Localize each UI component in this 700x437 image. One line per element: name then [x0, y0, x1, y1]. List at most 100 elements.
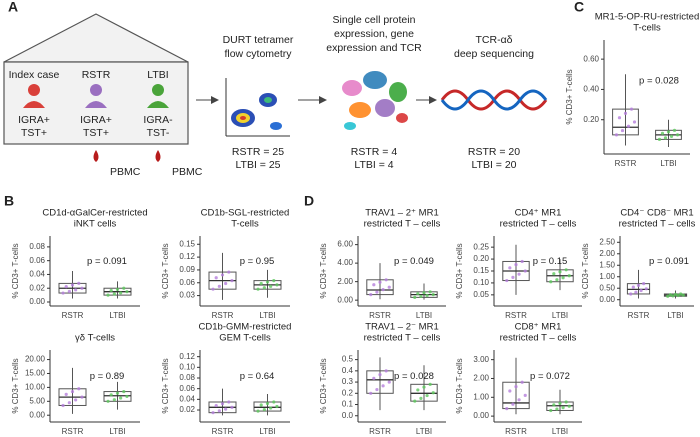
jitter-point [626, 124, 631, 128]
y-tick-label: 0.09 [179, 265, 195, 274]
y-tick-label: 0.00 [337, 295, 353, 304]
y-axis-label: % CD3+ T-cells [455, 358, 464, 413]
jitter-point [211, 411, 215, 415]
jitter-point [275, 404, 279, 409]
y-tick-label: 0.06 [29, 256, 45, 265]
jitter-point [681, 293, 685, 297]
chart-title: iNKT cells [74, 219, 117, 230]
y-axis-label: % CD3+ T-cells [11, 243, 20, 298]
y-tick-label: 0.40 [583, 85, 599, 94]
jitter-point [115, 391, 120, 395]
jitter-point [106, 399, 110, 403]
jitter-point [523, 393, 527, 398]
jitter-point [416, 388, 420, 392]
x-tick-label: LTBI [552, 311, 568, 320]
chart-title: restricted T – cells [364, 333, 441, 344]
y-tick-label: 0.06 [179, 278, 195, 287]
jitter-point [256, 287, 260, 291]
jitter-point [61, 403, 65, 408]
y-tick-label: 0.10 [179, 362, 195, 371]
flow-plot-image [225, 78, 290, 137]
chart-title: T-cells [633, 23, 661, 34]
p-value: p = 0.028 [639, 76, 679, 87]
jitter-point [112, 398, 116, 402]
x-tick-label: LTBI [416, 427, 432, 436]
jitter-point [122, 389, 126, 394]
jitter-point [505, 278, 509, 283]
jitter-point [217, 409, 221, 413]
step-count: RSTR = 20 [468, 146, 520, 158]
y-tick-label: 6.00 [337, 240, 353, 249]
jitter-point [224, 407, 228, 411]
jitter-point [256, 409, 260, 413]
jitter-point [214, 403, 218, 408]
y-tick-label: 1.00 [599, 272, 615, 281]
jitter-point [416, 292, 420, 296]
jitter-point [629, 107, 634, 111]
jitter-point [372, 283, 376, 287]
jitter-point [508, 389, 512, 393]
group-name: Index case [9, 69, 60, 81]
p-value: p = 0.89 [90, 371, 125, 382]
chart-title: TRAV1 – 2⁻ MR1 [365, 322, 438, 333]
jitter-point [115, 287, 120, 291]
jitter-point [419, 294, 423, 299]
jitter-point [387, 285, 391, 289]
jitter-point [74, 288, 78, 292]
y-tick-label: 15.00 [25, 369, 46, 378]
y-tick-label: 3.00 [473, 355, 489, 364]
y-axis-label: % CD3+ T-cells [319, 358, 328, 413]
jitter-point [217, 284, 221, 288]
jitter-point [378, 280, 382, 284]
jitter-point [269, 406, 273, 410]
jitter-point [384, 369, 388, 373]
y-tick-label: 2.00 [599, 249, 615, 258]
jitter-point [64, 392, 68, 396]
sample-label: PBMC [172, 166, 203, 178]
x-tick-label: RSTR [628, 311, 650, 320]
jitter-point [555, 407, 559, 411]
jitter-point [634, 290, 638, 294]
jitter-point [422, 385, 426, 389]
jitter-point [262, 286, 266, 290]
jitter-point [381, 288, 385, 292]
x-tick-label: RSTR [62, 427, 84, 436]
jitter-point [675, 133, 680, 137]
jitter-point [422, 291, 426, 295]
y-tick-label: 0.02 [179, 405, 195, 414]
jitter-point [552, 272, 556, 276]
jitter-point [109, 393, 113, 397]
p-value: p = 0.64 [240, 371, 275, 382]
jitter-point [431, 292, 435, 297]
person-icons [23, 84, 169, 108]
box [502, 381, 530, 410]
step-title: deep sequencing [454, 48, 534, 60]
x-tick-label: RSTR [369, 427, 391, 436]
panel-letter: A [8, 0, 18, 15]
y-tick-label: 20.00 [25, 355, 46, 364]
y-tick-label: 0.5 [342, 355, 354, 364]
y-axis-label: % CD3+ T-cells [581, 243, 590, 298]
jitter-point [623, 111, 628, 116]
jitter-point [564, 268, 568, 272]
jitter-point [119, 291, 123, 295]
x-tick-label: LTBI [259, 311, 275, 320]
jitter-point [80, 395, 84, 399]
jitter-point [230, 279, 234, 283]
step-count: LTBI = 4 [354, 159, 393, 171]
jitter-point [375, 290, 379, 294]
jitter-point [387, 380, 391, 384]
jitter-point [419, 396, 423, 400]
group-name: LTBI [147, 69, 168, 81]
test-result: TST+ [21, 127, 47, 139]
jitter-point [70, 389, 75, 394]
box [103, 391, 132, 402]
jitter-point [262, 407, 266, 412]
step-title: expression and TCR [326, 42, 422, 54]
jitter-point [561, 406, 565, 410]
jitter-point [549, 408, 553, 413]
jitter-point [413, 399, 417, 403]
jitter-point [74, 398, 78, 402]
p-value: p = 0.072 [530, 371, 570, 382]
y-axis-label: % CD3+ T-cells [161, 243, 170, 298]
